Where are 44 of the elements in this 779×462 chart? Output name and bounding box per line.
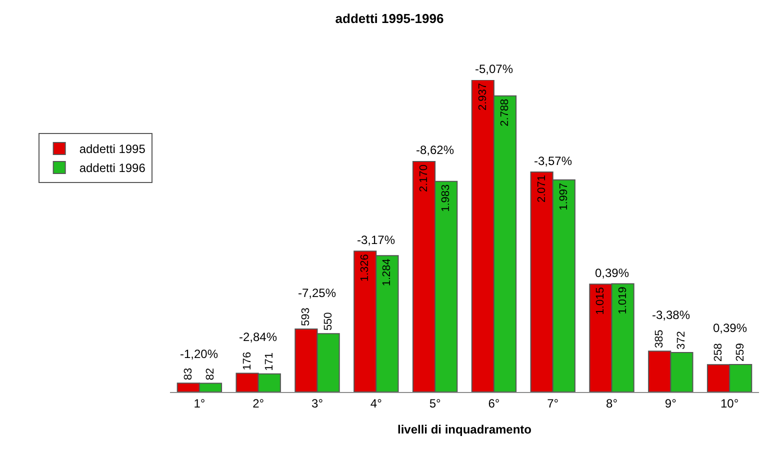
chart-title: addetti 1995-1996 <box>335 10 444 26</box>
data-label: 171 <box>263 352 276 371</box>
annotation: -3,57% <box>534 154 572 168</box>
legend-label: addetti 1996 <box>79 161 146 176</box>
x-axis-title: livelli di inquadramento <box>397 422 532 436</box>
data-label: 1.015 <box>594 287 607 315</box>
annotation: -2,84% <box>239 330 278 344</box>
annotation: -3,38% <box>652 308 690 322</box>
data-label: 1.284 <box>381 258 394 286</box>
x-tick-label: 10° <box>720 396 739 410</box>
x-tick-label: 7° <box>547 396 559 410</box>
x-tick-label: 2° <box>252 396 264 410</box>
data-label: 1.019 <box>616 286 629 314</box>
data-label: 2.170 <box>418 164 430 192</box>
x-tick-label: 4° <box>370 396 382 410</box>
annotation: -7,25% <box>298 286 336 300</box>
x-tick-label: 1° <box>194 396 206 410</box>
data-label: 550 <box>322 312 334 331</box>
data-label: 176 <box>241 352 254 370</box>
annotation: -5,07% <box>475 62 514 76</box>
data-label: 82 <box>204 368 216 380</box>
x-tick-label: 5° <box>429 396 441 410</box>
data-label: 259 <box>734 343 747 362</box>
data-label: 372 <box>676 331 688 350</box>
x-tick-label: 9° <box>664 396 677 410</box>
annotation: 0,39% <box>595 266 630 280</box>
data-label: 385 <box>654 330 666 348</box>
annotation: -3,17% <box>357 233 396 247</box>
data-label: 258 <box>712 343 725 362</box>
annotation: -8,62% <box>416 143 454 157</box>
x-tick-label: 3° <box>312 396 324 410</box>
data-label: 2.788 <box>498 98 511 126</box>
data-label: 2.071 <box>536 175 548 203</box>
x-tick-label: 8° <box>606 396 618 410</box>
data-label: 83 <box>182 368 194 380</box>
data-label: 2.937 <box>476 83 489 111</box>
data-label: 1.326 <box>359 254 372 282</box>
data-label: 593 <box>300 308 312 326</box>
x-tick-label: 6° <box>488 396 500 410</box>
annotation: -1,20% <box>180 347 218 361</box>
data-label: 1.983 <box>440 184 452 212</box>
data-label: 1.997 <box>558 182 570 210</box>
annotation: 0,39% <box>713 321 748 335</box>
legend-label: addetti 1995 <box>79 142 146 156</box>
